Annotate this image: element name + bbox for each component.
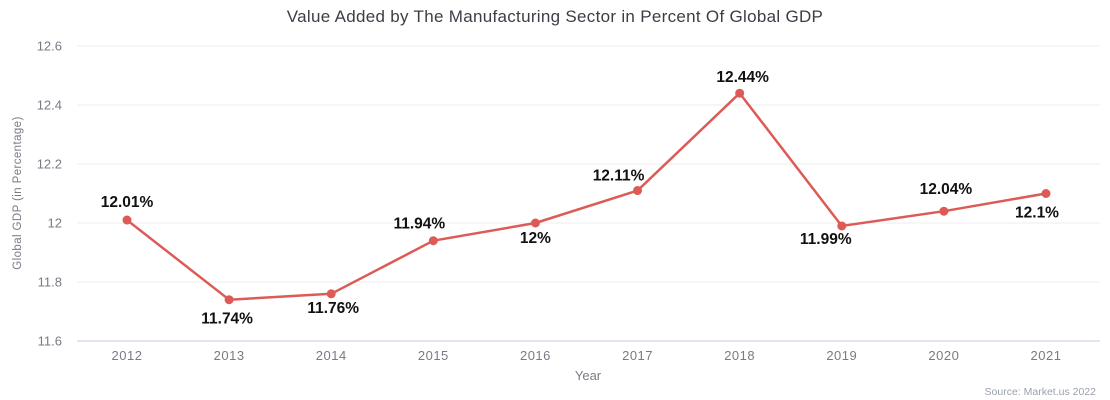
data-point-label: 12.44% bbox=[716, 69, 769, 86]
data-point-label: 11.76% bbox=[307, 300, 359, 317]
y-tick-label: 12.4 bbox=[37, 98, 62, 113]
x-tick-label: 2014 bbox=[316, 348, 347, 363]
data-point[interactable] bbox=[224, 295, 234, 305]
x-tick-label: 2016 bbox=[520, 348, 551, 363]
data-point[interactable] bbox=[633, 186, 643, 196]
x-axis-title: Year bbox=[574, 368, 602, 383]
chart-title: Value Added by The Manufacturing Sector … bbox=[286, 7, 824, 26]
y-tick-label: 12.6 bbox=[37, 39, 62, 54]
data-point-label: 12.01% bbox=[101, 194, 154, 211]
data-point-label: 12.1% bbox=[1015, 205, 1059, 222]
y-tick-label: 12 bbox=[48, 216, 62, 231]
x-tick-label: 2017 bbox=[622, 348, 653, 363]
data-point[interactable] bbox=[735, 88, 745, 98]
x-tick-label: 2019 bbox=[826, 348, 857, 363]
data-point-label: 11.99% bbox=[800, 231, 852, 248]
y-tick-label: 11.8 bbox=[38, 275, 62, 290]
data-point-label: 12% bbox=[520, 230, 551, 247]
data-point-label: 11.94% bbox=[393, 216, 445, 233]
x-tick-label: 2021 bbox=[1031, 348, 1062, 363]
y-tick-label: 12.2 bbox=[37, 157, 62, 172]
data-point[interactable] bbox=[326, 289, 336, 299]
data-point[interactable] bbox=[1041, 189, 1051, 198]
data-point-label: 11.74% bbox=[201, 311, 253, 328]
data-point[interactable] bbox=[428, 236, 438, 246]
data-point[interactable] bbox=[939, 206, 949, 216]
data-point[interactable] bbox=[837, 221, 847, 231]
x-tick-label: 2020 bbox=[928, 348, 959, 363]
source-note: Source: Market.us 2022 bbox=[984, 386, 1096, 398]
line-series bbox=[125, 91, 1048, 301]
data-point[interactable] bbox=[530, 218, 540, 228]
x-tick-label: 2018 bbox=[724, 348, 755, 363]
y-tick-label: 11.6 bbox=[38, 334, 62, 349]
data-point[interactable] bbox=[122, 215, 132, 225]
x-tick-label: 2012 bbox=[112, 348, 143, 363]
data-point-label: 12.04% bbox=[920, 181, 973, 198]
x-tick-label: 2013 bbox=[214, 348, 245, 363]
data-point-label: 12.11% bbox=[593, 168, 645, 185]
x-tick-label: 2015 bbox=[418, 348, 449, 363]
